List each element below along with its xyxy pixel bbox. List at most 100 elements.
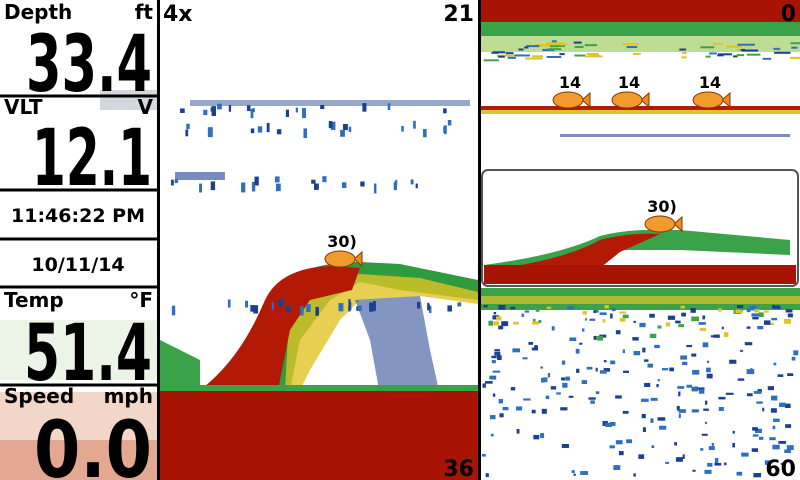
sonar-speckle	[755, 428, 762, 433]
bottom-return	[160, 385, 478, 480]
sonar-speckle	[787, 313, 793, 318]
sonar-speckle	[199, 183, 202, 193]
sonar-speckle	[545, 395, 550, 399]
sonar-speckle	[732, 430, 735, 434]
sonar-speckle	[773, 47, 781, 50]
sonar-speckle	[784, 318, 792, 324]
sonar-speckle	[705, 55, 711, 58]
sonar-speckle	[533, 434, 540, 440]
sonar-speckle	[547, 48, 562, 51]
sonar-speckle	[546, 42, 564, 45]
readout-label: Speed	[4, 384, 74, 408]
sonar-speckle	[539, 44, 556, 47]
sonar-speckle	[752, 434, 759, 437]
sonar-speckle	[252, 108, 255, 113]
sonar-speckle	[657, 417, 666, 421]
sonar-speckle	[482, 453, 486, 457]
sonar-speckle	[573, 41, 582, 44]
sonar-speckle	[250, 108, 254, 119]
sonar-speckle	[767, 386, 774, 391]
sonar-speckle	[186, 123, 190, 130]
sonar-speckle	[739, 349, 744, 353]
sonar-speckle	[762, 407, 765, 412]
sonar-speckle	[615, 395, 622, 399]
sonar-speckle	[675, 457, 683, 462]
sonar-speckle	[348, 299, 351, 309]
sonar-speckle	[619, 317, 626, 322]
fish-tail	[581, 91, 591, 109]
sonar-speckle	[633, 350, 641, 356]
sonar-speckle	[764, 460, 770, 465]
sonar-speckle	[541, 377, 545, 383]
sonar-speckle	[483, 59, 499, 62]
sonar-speckle	[623, 370, 630, 373]
sonar-speckle	[626, 46, 638, 49]
sonar-speckle	[681, 56, 687, 59]
sonar-speckle	[777, 374, 784, 377]
sonar-speckle	[523, 398, 531, 401]
sonar-speckle	[496, 316, 502, 321]
readout-unit: mph	[104, 384, 153, 408]
sonar-speckle	[457, 302, 462, 307]
sonar-speckle	[343, 123, 348, 131]
sonar-speckle	[447, 120, 452, 126]
sonar-speckle	[700, 46, 715, 49]
sonar-speckle	[490, 433, 494, 437]
sonar-speckle	[585, 55, 603, 58]
sonar-speckle	[732, 442, 736, 448]
sonar-speckle	[758, 436, 764, 440]
sonar-speckle	[744, 342, 753, 346]
sonar-speckle	[489, 415, 496, 420]
sonar-speckle	[746, 308, 751, 313]
sonar-speckle	[737, 43, 755, 46]
sonar-speckle	[736, 471, 743, 476]
sonar-speckle	[701, 433, 708, 436]
sonar-speckle	[729, 359, 737, 364]
sonar-speckle	[721, 326, 724, 330]
sonar-speckle	[493, 311, 497, 315]
sonar-speckle	[372, 301, 376, 311]
sonar-speckle	[362, 103, 367, 112]
sonar-speckle	[531, 347, 539, 351]
sonar-speckle	[241, 182, 246, 193]
sonar-speckle	[516, 428, 520, 434]
sonar-speckle	[522, 357, 528, 360]
sonar-speckle	[497, 355, 502, 361]
sonar-speckle	[581, 328, 585, 332]
sonar-speckle	[510, 306, 516, 310]
sonar-speckle	[650, 397, 658, 401]
sonar-speckle	[710, 335, 718, 338]
sonar-speckle	[597, 335, 604, 341]
sonar-speckle	[762, 57, 772, 60]
sonar-speckle	[610, 313, 613, 319]
readout-value: 51.4	[24, 309, 152, 399]
fish-depth: 30)	[327, 232, 357, 251]
sonar-speckle	[171, 179, 174, 186]
sonar-speckle	[560, 407, 568, 411]
sonar-speckle	[338, 303, 344, 312]
sonar-speckle	[427, 304, 431, 310]
sonar-speckle	[642, 427, 646, 432]
sonar-speckle	[516, 406, 523, 411]
sonar-speckle	[649, 313, 655, 318]
sonar-speckle	[613, 465, 621, 470]
sonar-speckle	[712, 42, 724, 45]
sonar-speckle	[499, 413, 504, 418]
sonar-speckle	[492, 393, 496, 397]
sonar-speckle	[736, 48, 741, 51]
sonar-speckle	[772, 444, 780, 450]
sonar-speckle	[763, 320, 771, 325]
sonar-speckle	[565, 376, 570, 381]
sonar-speckle	[593, 310, 597, 313]
readout-label: Temp	[4, 288, 64, 312]
sonar-speckle	[691, 386, 698, 392]
sonar-speckle	[185, 129, 189, 137]
sonar-noise	[175, 172, 225, 180]
sonar-speckle	[704, 469, 712, 474]
readout-unit: ft	[135, 0, 154, 24]
sonar-speckle	[790, 56, 797, 59]
sonar-speckle	[756, 401, 763, 404]
sonar-speckle	[538, 319, 542, 323]
sonar-speckle	[774, 51, 791, 54]
sonar-speckle	[698, 389, 705, 394]
